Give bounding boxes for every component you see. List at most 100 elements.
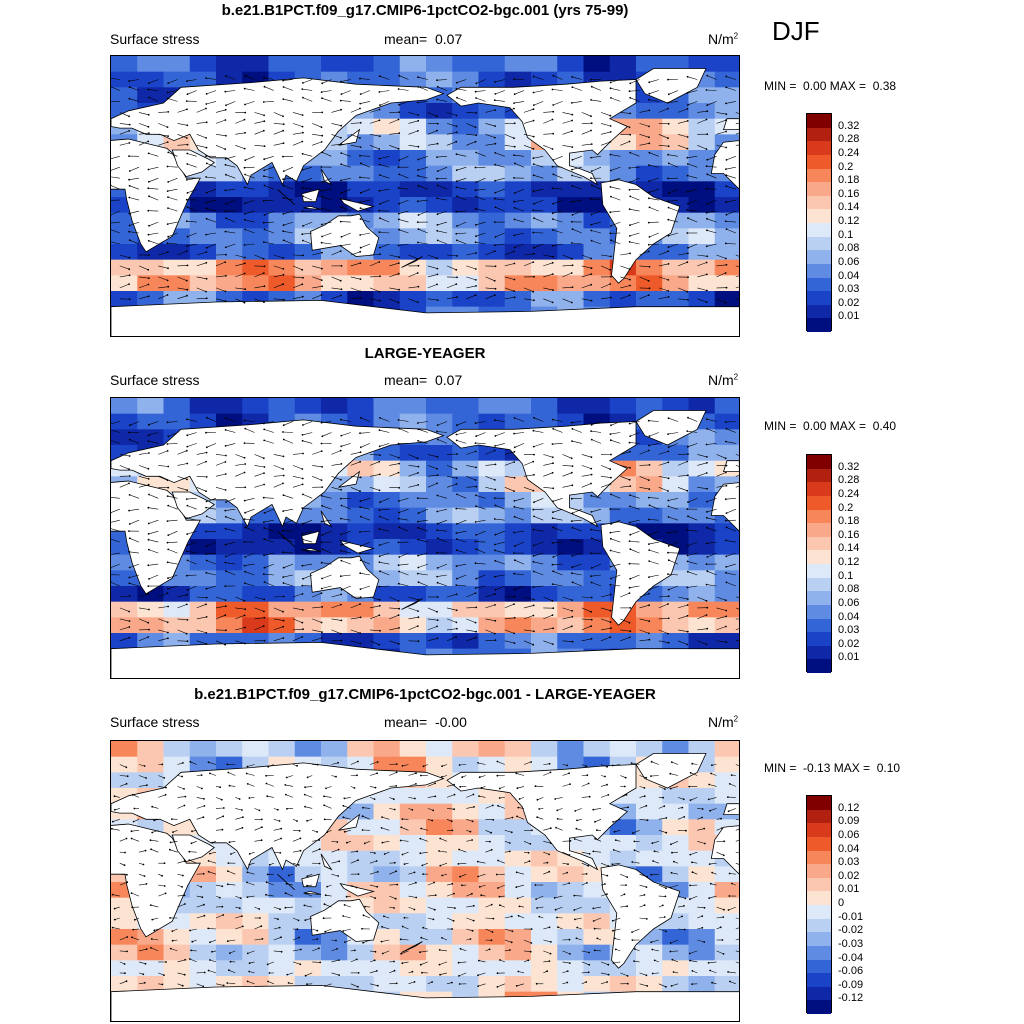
vector-arrow: [437, 439, 448, 444]
vector-head: [689, 799, 692, 802]
field-cell: [242, 56, 270, 73]
field-cell: [242, 275, 270, 292]
vector-arrow: [111, 440, 120, 444]
vector-head: [301, 114, 304, 116]
vector-head: [147, 538, 150, 541]
field-cell: [531, 741, 558, 758]
vector-head: [224, 119, 227, 121]
vector-head: [628, 636, 631, 639]
vector-arrow: [244, 498, 255, 501]
vector-arrow: [341, 443, 351, 447]
vector-arrow: [167, 242, 178, 245]
vector-head: [167, 637, 169, 640]
field-cell: [399, 741, 427, 758]
vector-head: [474, 422, 477, 425]
vector-arrow: [543, 262, 553, 267]
vector-head: [707, 798, 710, 801]
panel-2-colorbar: [806, 454, 832, 673]
vector-head: [397, 442, 400, 445]
vector-arrow: [620, 285, 631, 289]
vector-arrow: [302, 221, 313, 227]
vector-arrow: [437, 421, 448, 426]
vector-arrow: [620, 629, 631, 632]
vector-head: [186, 517, 188, 519]
vector-arrow: [614, 830, 621, 833]
vector-arrow: [648, 541, 659, 545]
vector-arrow: [369, 786, 376, 788]
continent: [320, 853, 333, 871]
field-cell: [478, 523, 506, 540]
vector-arrow: [111, 176, 120, 179]
vector-arrow: [437, 221, 448, 226]
vector-arrow: [649, 232, 659, 238]
vector-head: [282, 637, 285, 639]
vector-head: [114, 808, 116, 811]
vector-head: [436, 129, 438, 132]
vector-arrow: [514, 541, 525, 547]
vector-arrow: [331, 250, 341, 256]
vector-head: [573, 838, 576, 840]
vector-arrow: [302, 549, 313, 554]
field-cell: [189, 756, 217, 773]
vector-head: [706, 203, 709, 205]
vector-arrow: [629, 494, 640, 499]
vector-head: [378, 135, 381, 138]
vector-head: [628, 621, 631, 624]
vector-arrow: [263, 497, 274, 499]
vector-head: [224, 429, 227, 431]
field-cell: [504, 71, 532, 88]
vector-head: [145, 777, 147, 779]
field-cell: [452, 275, 480, 292]
vector-arrow: [629, 519, 640, 523]
vector-head: [571, 174, 573, 177]
vector-head: [476, 860, 479, 863]
field-cell: [347, 150, 375, 167]
vector-head: [166, 561, 169, 564]
field-cell: [504, 835, 532, 852]
field-cell: [294, 56, 322, 73]
field-cell: [504, 897, 532, 914]
vector-head: [611, 863, 614, 866]
vector-head: [167, 435, 170, 438]
vector-arrow: [687, 101, 698, 106]
vector-head: [321, 235, 323, 238]
vector-arrow: [456, 584, 467, 587]
vector-head: [456, 239, 458, 242]
vector-head: [725, 427, 728, 430]
vector-head: [340, 639, 343, 642]
field-cell: [111, 71, 138, 88]
vector-arrow: [369, 454, 381, 456]
vector-head: [340, 504, 343, 507]
vector-head: [147, 187, 150, 190]
vector-head: [224, 509, 227, 512]
vector-arrow: [263, 519, 274, 523]
vector-head: [379, 203, 381, 205]
vector-head: [474, 166, 477, 169]
vector-arrow: [562, 254, 572, 259]
vector-head: [667, 446, 670, 449]
vector-arrow: [687, 585, 698, 588]
vector-arrow: [227, 884, 236, 886]
vector-head: [610, 424, 612, 427]
vector-arrow: [379, 199, 390, 205]
continent: [339, 539, 376, 554]
vector-head: [606, 874, 609, 877]
vector-arrow: [630, 152, 640, 157]
vector-arrow: [273, 838, 282, 842]
field-cell: [714, 741, 739, 758]
vector-head: [189, 760, 192, 763]
vector-arrow: [369, 884, 378, 888]
vector-head: [575, 827, 578, 830]
vector-head: [323, 804, 326, 807]
vector-arrow: [340, 100, 351, 102]
vector-head: [339, 279, 342, 282]
field-cell: [426, 291, 453, 308]
vector-arrow: [591, 221, 602, 225]
colorbar-label: 0.02: [838, 296, 860, 309]
vector-arrow: [138, 112, 149, 116]
vector-arrow: [350, 617, 361, 620]
vector-head: [340, 163, 343, 166]
vector-head: [474, 540, 477, 543]
colorbar-label: 0.1: [838, 569, 854, 582]
vector-arrow: [735, 819, 739, 821]
